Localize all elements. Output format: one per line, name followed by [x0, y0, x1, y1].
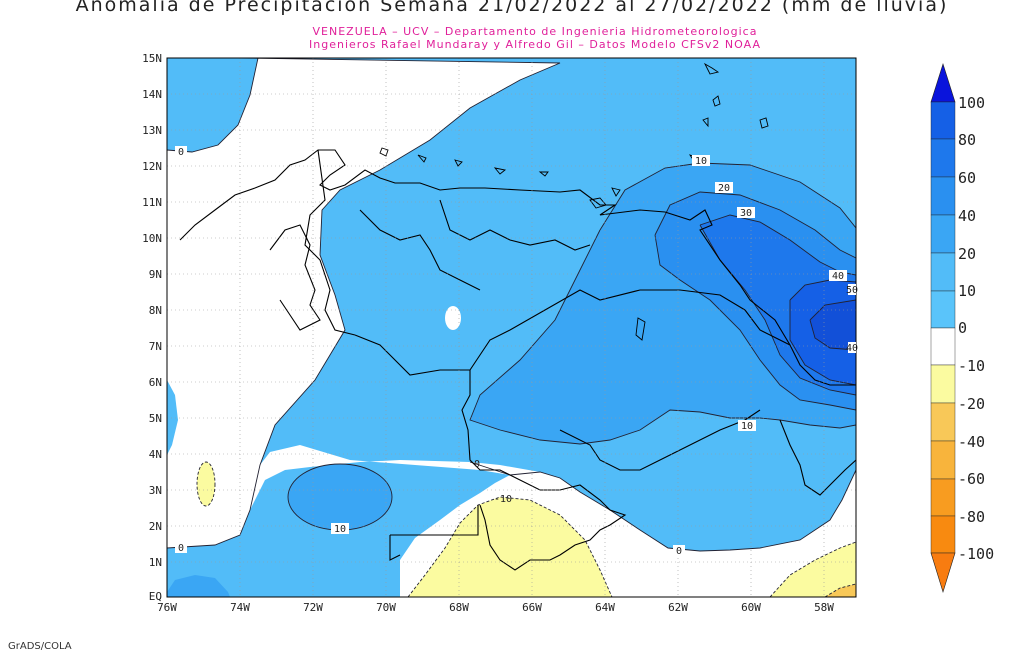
colorbar-label: -80	[958, 508, 985, 526]
lat-label: 12N	[142, 160, 162, 173]
anomaly-blob-west-colombia	[288, 464, 392, 530]
latitude-labels: 15N 14N 13N 12N 11N 10N 9N 8N 7N 6N 5N 4…	[142, 52, 162, 603]
coastlines-borders	[179, 149, 856, 571]
lat-label: 3N	[149, 484, 162, 497]
anomaly-gap-llanos	[445, 306, 461, 330]
colorbar-label: 0	[958, 319, 967, 337]
contour-label: 40	[832, 271, 844, 282]
map-title: Anomalia de Precipitacion Semana 21/02/2…	[75, 0, 949, 16]
graticule	[167, 58, 856, 597]
colorbar-swatch	[930, 101, 956, 140]
anomaly-negative-amazon	[408, 497, 612, 597]
colorbar-label: 20	[958, 245, 976, 263]
lon-label: 58W	[814, 601, 834, 614]
lon-label: 62W	[668, 601, 688, 614]
map-frame	[166, 57, 857, 598]
colorbar-swatch	[930, 252, 956, 292]
contour-label: 50	[846, 285, 858, 296]
lat-label: 13N	[142, 124, 162, 137]
colorbar-label: 60	[958, 169, 976, 187]
contour-label: 10	[695, 156, 707, 167]
lat-label: 10N	[142, 232, 162, 245]
longitude-labels: 76W 74W 72W 70W 68W 66W 64W 62W 60W 58W	[157, 601, 834, 614]
colorbar-swatch	[930, 515, 956, 554]
contour-label: 30	[740, 208, 752, 219]
lon-label: 74W	[230, 601, 250, 614]
lat-label: 7N	[149, 340, 162, 353]
colorbar: 100 80 60 40 20 10 0 -10 -20 -40 -60 -80…	[930, 63, 994, 594]
anomaly-band-50-plus	[810, 300, 856, 350]
lon-label: 68W	[449, 601, 469, 614]
colorbar-label: 100	[958, 94, 985, 112]
contour-value-labels: 0 10 20 30 40 50 40 10 0 10 -10 0 0	[175, 146, 858, 557]
colorbar-label: -40	[958, 433, 985, 451]
lat-label: 14N	[142, 88, 162, 101]
colorbar-labels: 100 80 60 40 20 10 0 -10 -20 -40 -60 -80…	[958, 94, 994, 563]
colorbar-swatch	[930, 440, 956, 480]
colorbar-top-arrow	[930, 63, 956, 103]
lat-label: 9N	[149, 268, 162, 281]
anomaly-negative-southeast	[770, 542, 856, 597]
lon-label: 64W	[595, 601, 615, 614]
lon-label: 76W	[157, 601, 177, 614]
anomaly-fields	[167, 58, 856, 597]
colorbar-label: -60	[958, 470, 985, 488]
colorbar-swatch	[930, 327, 956, 366]
colorbar-swatch	[930, 176, 956, 216]
anomaly-negative-southeast-core	[825, 584, 856, 597]
colorbar-swatch	[930, 364, 956, 404]
colorbar-swatch	[930, 290, 956, 329]
anomaly-negative-west	[197, 462, 215, 506]
contour-label: 0	[474, 459, 480, 470]
islands	[379, 62, 769, 341]
colorbar-swatch	[930, 402, 956, 442]
subtitle-institution: VENEZUELA – UCV – Departamento de Ingeni…	[312, 25, 758, 38]
contour-label: 0	[178, 543, 184, 554]
lat-label: 2N	[149, 520, 162, 533]
lon-label: 60W	[741, 601, 761, 614]
colorbar-label: -10	[958, 357, 985, 375]
colorbar-label: 80	[958, 131, 976, 149]
colorbar-label: -100	[958, 545, 994, 563]
contour-label: -10	[494, 494, 512, 505]
lat-label: 1N	[149, 556, 162, 569]
anomaly-lobe-west	[167, 380, 178, 455]
lat-label: 6N	[149, 376, 162, 389]
negative-contour-lines	[196, 461, 856, 597]
anomaly-lobe-southwest	[167, 575, 230, 597]
lon-label: 66W	[522, 601, 542, 614]
colorbar-swatch	[930, 138, 956, 178]
contour-label: 0	[178, 147, 184, 158]
colorbar-label: -20	[958, 395, 985, 413]
lon-label: 72W	[303, 601, 323, 614]
colorbar-swatch	[930, 214, 956, 254]
colorbar-swatch	[930, 478, 956, 517]
lat-label: 4N	[149, 448, 162, 461]
contour-label: 10	[741, 421, 753, 432]
lon-label: 70W	[376, 601, 396, 614]
footer-credit: GrADS/COLA	[8, 641, 72, 652]
lat-label: EQ	[149, 590, 162, 603]
contour-label: 40	[846, 343, 858, 354]
anomaly-lobe-northwest	[167, 58, 258, 152]
lat-label: 11N	[142, 196, 162, 209]
contour-label: 0	[676, 546, 682, 557]
contour-label: 20	[718, 183, 730, 194]
lat-label: 8N	[149, 304, 162, 317]
lat-label: 5N	[149, 412, 162, 425]
colorbar-label: 10	[958, 282, 976, 300]
colorbar-label: 40	[958, 207, 976, 225]
contour-label: 10	[334, 524, 346, 535]
subtitle-credits: Ingenieros Rafael Mundaray y Alfredo Gil…	[309, 38, 761, 51]
colorbar-bottom-arrow	[930, 552, 956, 594]
lat-label: 15N	[142, 52, 162, 65]
